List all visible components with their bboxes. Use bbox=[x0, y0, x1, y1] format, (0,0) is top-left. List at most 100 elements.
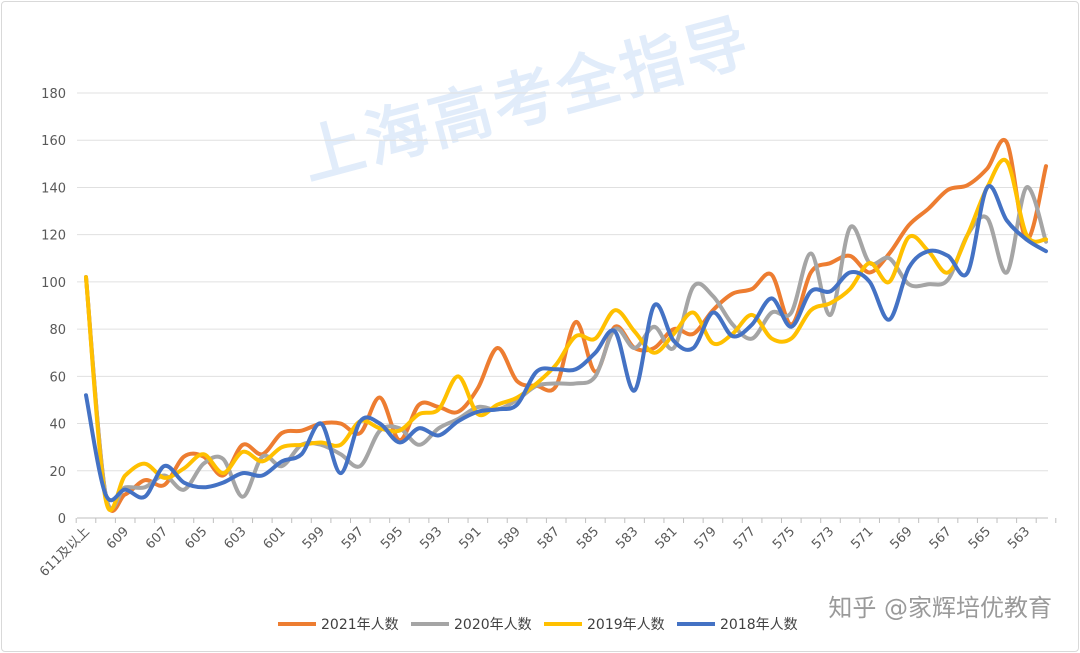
x-tick-label: 591 bbox=[457, 524, 485, 552]
data-point bbox=[319, 421, 324, 426]
data-point bbox=[84, 393, 89, 398]
data-point bbox=[750, 312, 755, 317]
data-point bbox=[926, 249, 931, 254]
data-point bbox=[965, 183, 970, 188]
data-point bbox=[397, 428, 402, 433]
data-point bbox=[338, 421, 343, 426]
y-tick-label: 160 bbox=[41, 134, 66, 149]
data-point bbox=[240, 471, 245, 476]
data-point bbox=[710, 294, 715, 299]
legend-label: 2020年人数 bbox=[454, 617, 532, 633]
x-tick-label: 565 bbox=[966, 524, 994, 552]
data-point bbox=[377, 395, 382, 400]
data-point bbox=[1024, 237, 1029, 242]
x-tick-label: 605 bbox=[182, 524, 210, 552]
data-point bbox=[710, 341, 715, 346]
data-point bbox=[475, 386, 480, 391]
data-point bbox=[906, 235, 911, 240]
data-point bbox=[475, 409, 480, 414]
data-point bbox=[456, 374, 461, 379]
data-point bbox=[338, 442, 343, 447]
data-point bbox=[123, 473, 128, 478]
data-point bbox=[260, 473, 265, 478]
data-point bbox=[789, 310, 794, 315]
data-point bbox=[358, 464, 363, 469]
data-point bbox=[808, 308, 813, 313]
series-line-2020年人数 bbox=[84, 185, 1048, 511]
x-tick-label: 603 bbox=[221, 524, 249, 552]
data-point bbox=[946, 253, 951, 258]
data-point bbox=[573, 381, 578, 386]
data-point bbox=[377, 421, 382, 426]
data-point bbox=[848, 253, 853, 258]
data-point bbox=[417, 426, 422, 431]
credit-text: 知乎 @家辉培优教育 bbox=[828, 594, 1052, 622]
data-point bbox=[867, 270, 872, 275]
data-point bbox=[573, 334, 578, 339]
y-tick-label: 0 bbox=[58, 512, 66, 527]
data-point bbox=[162, 482, 167, 487]
data-point bbox=[260, 459, 265, 464]
data-point bbox=[260, 454, 265, 459]
x-tick-label: 567 bbox=[927, 524, 955, 552]
x-tick-label: 599 bbox=[300, 524, 328, 552]
data-point bbox=[240, 494, 245, 499]
data-point bbox=[495, 407, 500, 412]
data-point bbox=[1044, 164, 1049, 169]
data-point bbox=[593, 350, 598, 355]
data-point bbox=[279, 459, 284, 464]
series-line-2021年人数 bbox=[84, 138, 1048, 514]
data-point bbox=[1004, 140, 1009, 145]
data-point bbox=[808, 251, 813, 256]
data-point bbox=[769, 310, 774, 315]
data-point bbox=[730, 322, 735, 327]
data-point bbox=[946, 277, 951, 282]
data-point bbox=[828, 312, 833, 317]
data-point bbox=[240, 449, 245, 454]
data-point bbox=[789, 336, 794, 341]
data-point bbox=[201, 452, 206, 457]
data-point bbox=[632, 346, 637, 351]
x-tick-label: 563 bbox=[1005, 524, 1033, 552]
x-tick-label: 571 bbox=[848, 524, 876, 552]
data-point bbox=[946, 187, 951, 192]
data-point bbox=[828, 301, 833, 306]
data-point bbox=[221, 480, 226, 485]
data-point bbox=[887, 256, 892, 261]
data-point bbox=[691, 331, 696, 336]
data-point bbox=[456, 409, 461, 414]
data-point bbox=[436, 426, 441, 431]
data-point bbox=[279, 445, 284, 450]
y-tick-label: 140 bbox=[41, 181, 66, 196]
data-point bbox=[691, 284, 696, 289]
data-point bbox=[906, 282, 911, 287]
data-point bbox=[985, 185, 990, 190]
data-point bbox=[848, 286, 853, 291]
x-tick-label: 611及以上 bbox=[37, 524, 93, 580]
data-point bbox=[417, 442, 422, 447]
data-point bbox=[1044, 237, 1049, 242]
data-point bbox=[671, 338, 676, 343]
data-point bbox=[867, 261, 872, 266]
data-point bbox=[299, 442, 304, 447]
x-tick-label: 607 bbox=[143, 524, 171, 552]
data-point bbox=[240, 442, 245, 447]
data-point bbox=[515, 379, 520, 384]
data-point bbox=[417, 402, 422, 407]
data-point bbox=[652, 350, 657, 355]
x-tick-label: 577 bbox=[731, 524, 759, 552]
data-point bbox=[632, 329, 637, 334]
data-point bbox=[808, 270, 813, 275]
data-point bbox=[142, 478, 147, 483]
data-point bbox=[926, 206, 931, 211]
data-point bbox=[573, 367, 578, 372]
data-point bbox=[1024, 185, 1029, 190]
data-point bbox=[397, 440, 402, 445]
data-point bbox=[1044, 249, 1049, 254]
data-point bbox=[142, 494, 147, 499]
series-line-2018年人数 bbox=[84, 184, 1048, 503]
data-point bbox=[123, 487, 128, 492]
data-point bbox=[534, 369, 539, 374]
data-point bbox=[769, 296, 774, 301]
data-point bbox=[593, 374, 598, 379]
